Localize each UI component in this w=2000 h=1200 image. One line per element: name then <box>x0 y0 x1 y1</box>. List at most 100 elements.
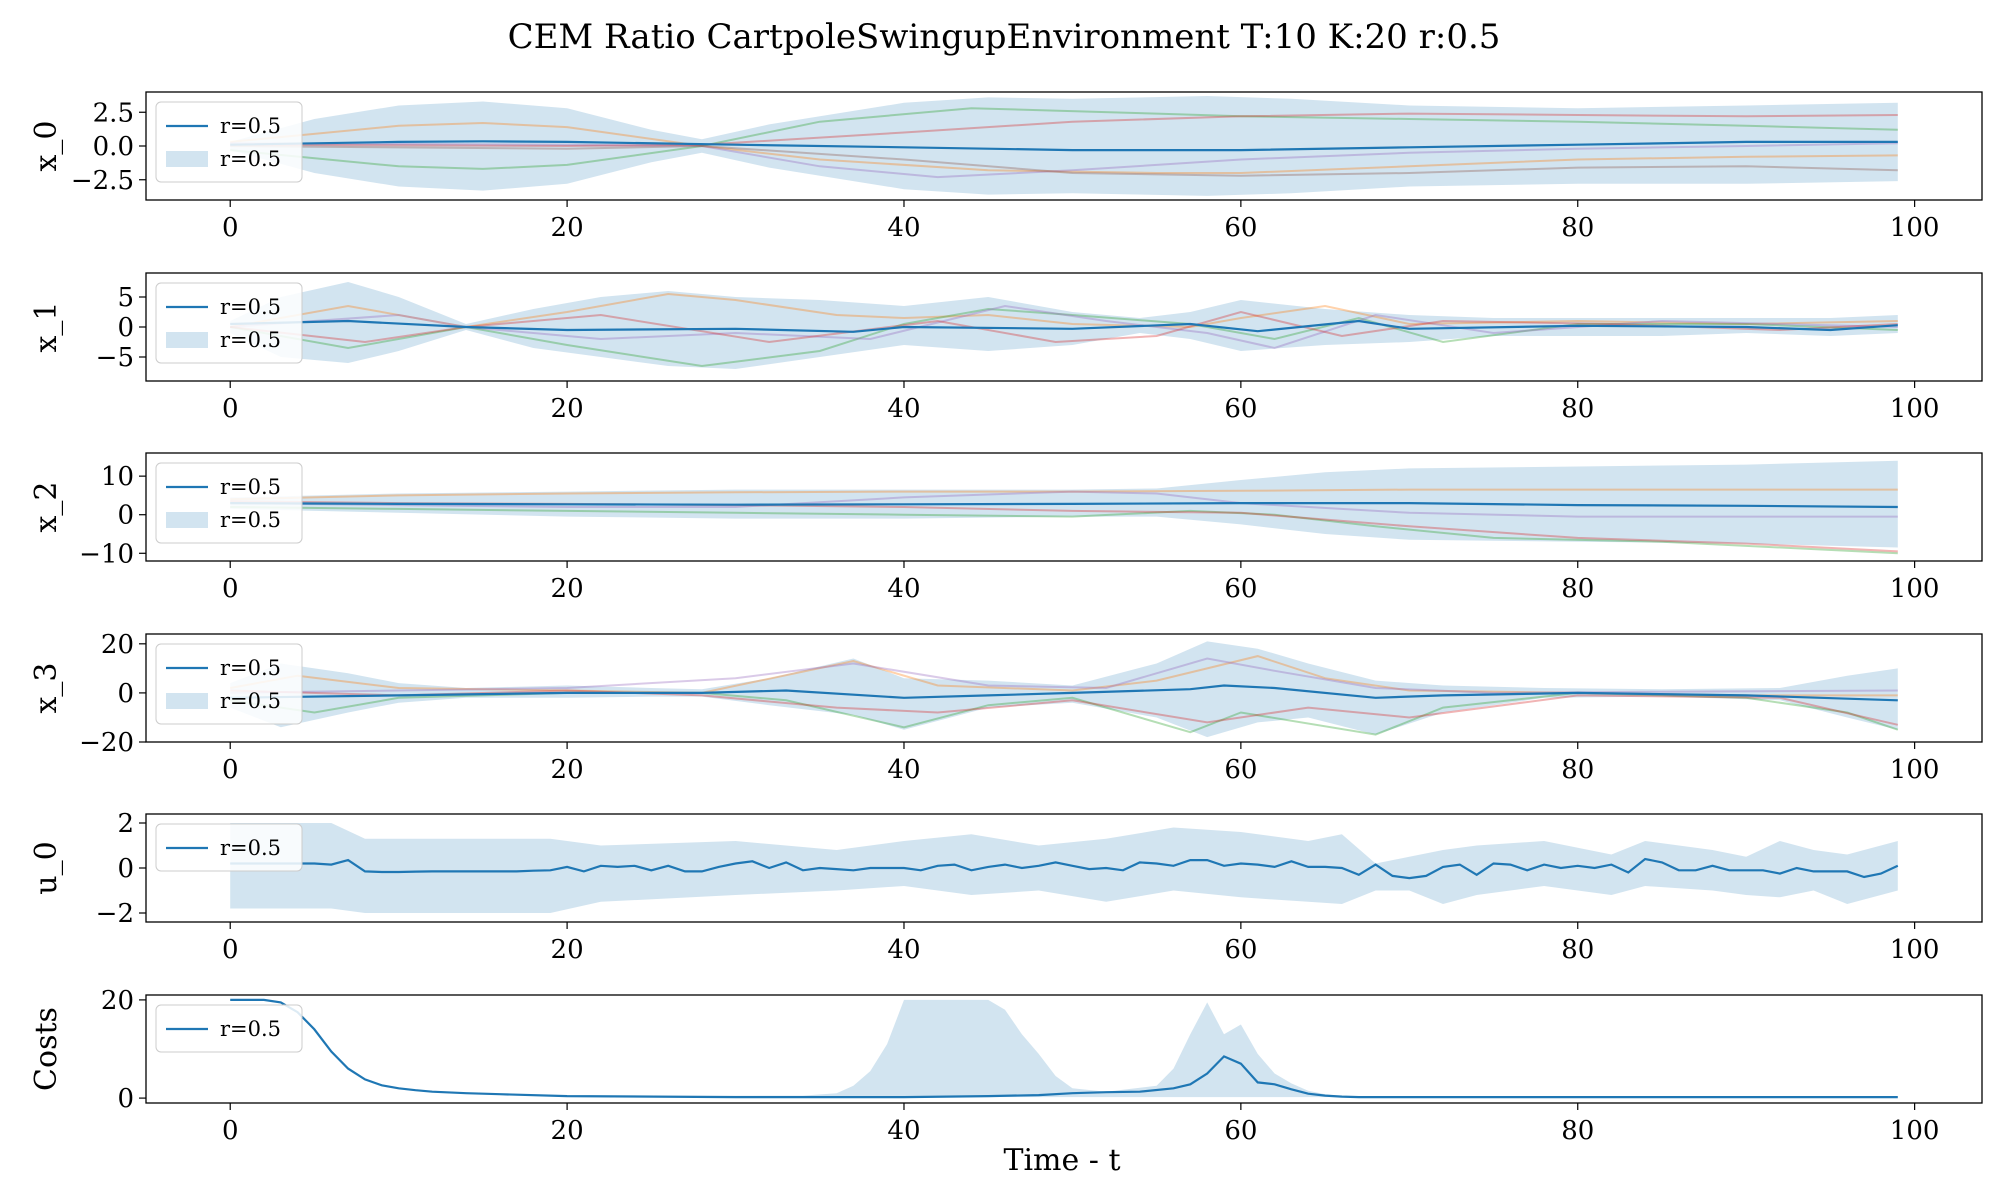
y-tick-label: 0 <box>117 501 134 531</box>
x-tick-label: 40 <box>887 213 920 243</box>
legend-label: r=0.5 <box>220 836 281 860</box>
y-axis-label: u_0 <box>29 841 64 894</box>
legend: r=0.5 r=0.5 <box>155 643 303 725</box>
y-tick-label: 20 <box>101 986 134 1016</box>
y-tick-label: 5 <box>117 283 134 313</box>
mean-line <box>230 140 1898 152</box>
x-tick-label: 80 <box>1561 935 1594 965</box>
x-tick-label: 40 <box>887 574 920 604</box>
x-tick-label: 0 <box>222 755 239 785</box>
legend-label: r=0.5 <box>220 475 281 499</box>
plot-area <box>230 823 1899 913</box>
std-band <box>230 999 1898 1098</box>
x-tick-label: 80 <box>1561 213 1594 243</box>
std-band <box>230 282 1898 369</box>
subplot-x-0: 0 20 40 60 80 100 2.5 0.0 −2.5x_0 r=0.5 r=0.5 <box>29 91 1983 243</box>
sample-trajectory <box>230 488 1898 501</box>
std-band <box>230 823 1898 913</box>
sample-trajectory <box>230 304 1898 350</box>
x-tick-label: 60 <box>1224 213 1257 243</box>
sample-trajectory <box>230 142 1898 179</box>
std-band <box>230 641 1898 738</box>
mean-line <box>230 502 1898 509</box>
legend-box <box>155 462 303 544</box>
axes-frame <box>145 452 1983 562</box>
plot-area <box>230 460 1898 555</box>
x-tick-label: 60 <box>1224 394 1257 424</box>
sample-trajectory <box>230 307 1898 368</box>
legend-label: r=0.5 <box>220 656 281 680</box>
y-tick-label: 0 <box>117 313 134 343</box>
y-axis-label: Costs <box>29 1007 64 1091</box>
legend-band-swatch <box>166 151 208 167</box>
x-tick-label: 60 <box>1224 935 1257 965</box>
legend-band-swatch <box>166 512 208 528</box>
x-tick-label: 100 <box>1890 574 1940 604</box>
sample-trajectory <box>230 691 1899 736</box>
mean-line <box>230 998 1898 1099</box>
y-axis-label: x_1 <box>29 301 64 352</box>
x-tick-label: 40 <box>887 394 920 424</box>
sample-trajectory <box>230 657 1898 694</box>
x-tick-label: 60 <box>1224 1116 1257 1146</box>
x-axis-label: Time - t <box>1003 1143 1120 1178</box>
sample-trajectory <box>230 689 1899 726</box>
sample-trajectory <box>230 112 1898 148</box>
y-tick-label: 0 <box>117 679 134 709</box>
y-tick-label: 2.5 <box>93 98 134 128</box>
y-axis-label: x_0 <box>29 120 64 171</box>
y-axis-label: x_3 <box>29 662 64 713</box>
std-band <box>230 96 1898 196</box>
legend: r=0.5 r=0.5 <box>155 282 303 364</box>
x-tick-label: 100 <box>1890 1116 1940 1146</box>
y-axis-label: x_2 <box>29 481 64 532</box>
x-tick-label: 0 <box>222 935 239 965</box>
sample-trajectory <box>230 144 1898 177</box>
legend: r=0.5 <box>155 1004 303 1053</box>
x-tick-label: 0 <box>222 394 239 424</box>
mean-line <box>230 319 1898 333</box>
x-tick-label: 20 <box>551 755 584 785</box>
x-tick-label: 20 <box>551 394 584 424</box>
legend-label: r=0.5 <box>220 295 281 319</box>
y-tick-label: 20 <box>101 630 134 660</box>
x-tick-label: 20 <box>551 574 584 604</box>
sample-trajectory <box>230 107 1898 170</box>
y-tick-label: −10 <box>79 539 134 569</box>
mean-line <box>230 857 1899 880</box>
subplot-costs: 0 20 40 60 80 100 20 0 Costs r=0.5 <box>29 986 1983 1146</box>
plot-area <box>230 998 1898 1099</box>
y-tick-label: 0 <box>117 854 134 884</box>
sample-trajectory <box>230 490 1898 518</box>
legend-label: r=0.5 <box>220 1017 281 1041</box>
legend-band-swatch <box>166 693 208 709</box>
y-tick-label: −2 <box>96 899 134 929</box>
y-tick-label: −2.5 <box>71 166 134 196</box>
axes-frame <box>145 633 1983 743</box>
legend-box <box>155 282 303 364</box>
sample-trajectory <box>230 655 1898 697</box>
x-tick-label: 20 <box>551 213 584 243</box>
x-tick-label: 80 <box>1561 394 1594 424</box>
sample-trajectory <box>230 292 1898 329</box>
legend-label: r=0.5 <box>220 114 281 138</box>
x-tick-label: 100 <box>1890 394 1940 424</box>
legend: r=0.5 r=0.5 <box>155 101 303 183</box>
y-tick-label: −20 <box>79 728 134 758</box>
legend: r=0.5 r=0.5 <box>155 462 303 544</box>
x-tick-label: 60 <box>1224 755 1257 785</box>
subplot-x-3: 0 20 40 60 80 100 20 0 −20 x_3 r=0.5 r=0.5 <box>29 630 1983 785</box>
legend-label: r=0.5 <box>220 508 281 532</box>
legend-label: r=0.5 <box>220 689 281 713</box>
x-tick-label: 100 <box>1890 213 1940 243</box>
plot-area <box>230 96 1898 196</box>
x-tick-label: 20 <box>551 1116 584 1146</box>
x-tick-label: 80 <box>1561 574 1594 604</box>
sample-trajectory <box>230 310 1898 344</box>
sample-trajectory <box>230 121 1898 174</box>
sample-trajectory <box>230 506 1898 555</box>
